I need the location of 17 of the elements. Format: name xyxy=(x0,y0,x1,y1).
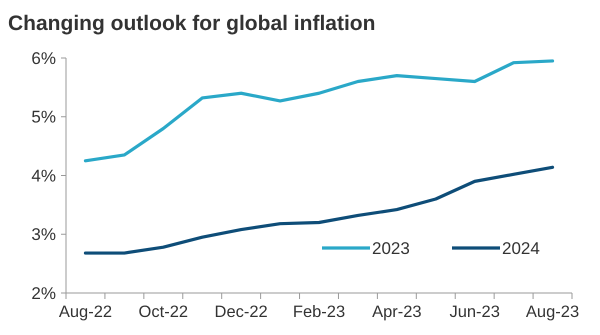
y-tick-label: 6% xyxy=(31,48,56,68)
line-series xyxy=(84,59,554,162)
x-tick-label: Dec-22 xyxy=(214,303,268,321)
legend-label: 2023 xyxy=(372,238,410,258)
y-tick-label: 5% xyxy=(31,108,56,127)
chart-title: Changing outlook for global inflation xyxy=(8,12,376,35)
y-tick-label: 2% xyxy=(31,284,56,303)
x-tick-label: Oct-22 xyxy=(138,303,188,321)
y-tick-label: 3% xyxy=(31,225,56,244)
legend-label: 2024 xyxy=(502,238,540,258)
x-tick-label: Jun-23 xyxy=(449,303,500,321)
x-tick-label: Feb-23 xyxy=(292,303,346,321)
y-tick-label: 4% xyxy=(31,166,56,186)
x-tick-label: Apr-23 xyxy=(372,303,422,321)
x-tick-label: Aug-22 xyxy=(58,303,112,321)
x-tick-label: Aug-23 xyxy=(526,303,580,321)
line-series xyxy=(84,166,554,255)
